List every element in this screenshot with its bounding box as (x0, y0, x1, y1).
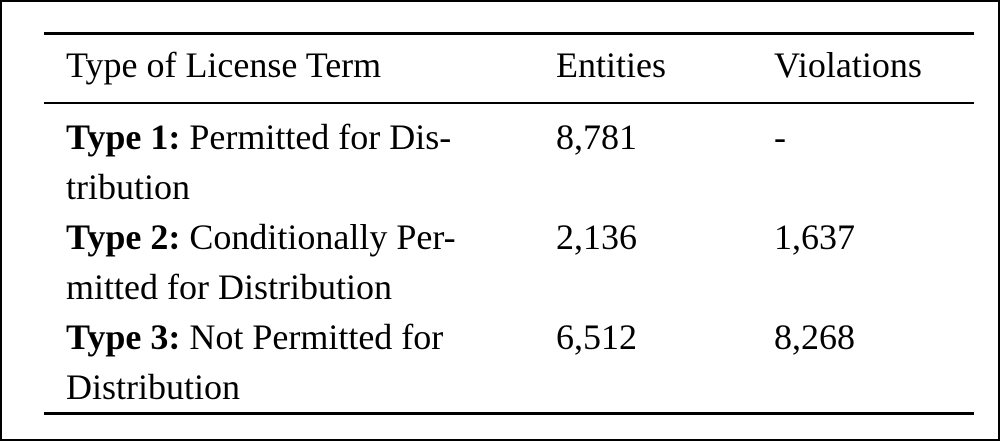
column-header-license-term: Type of License Term (44, 32, 556, 104)
header-row: Type of License Term Entities Violations (44, 32, 974, 104)
license-terms-table: Type of License Term Entities Violations… (44, 32, 974, 415)
term-cell: Type 2: Conditionally Per-mitted for Dist… (44, 212, 556, 312)
violations-cell: 8,268 (774, 312, 974, 415)
entities-cell: 2,136 (556, 217, 637, 257)
term-label: Type 2: (66, 217, 181, 257)
violations-cell: - (774, 117, 786, 157)
table-row-type-2: Type 2: Conditionally Per-mitted for Dist… (44, 212, 974, 312)
column-header-violations: Violations (774, 32, 974, 104)
term-line-2: Distribution (66, 367, 241, 407)
term-line-1: Conditionally Per- (189, 217, 456, 257)
term-cell: Type 3: Not Permitted for Distribution (44, 312, 556, 415)
entities-cell: 8,781 (556, 117, 637, 157)
column-header-entities: Entities (556, 32, 774, 104)
term-line-1: Not Permitted for (189, 317, 444, 357)
term-label: Type 3: (66, 317, 181, 357)
table-row-type-1: Type 1: Permitted for Dis-tribution 8,781… (44, 103, 974, 212)
term-label: Type 1: (66, 117, 181, 157)
violations-cell: 1,637 (774, 217, 855, 257)
table-row-type-3: Type 3: Not Permitted for Distribution 6,5… (44, 312, 974, 415)
term-line-1: Permitted for Dis- (189, 117, 452, 157)
entities-cell: 6,512 (556, 312, 774, 415)
term-line-2: tribution (66, 167, 190, 207)
term-cell: Type 1: Permitted for Dis-tribution (44, 103, 556, 212)
license-table-wrap: Type of License Term Entities Violations… (44, 32, 974, 415)
term-line-2: mitted for Distribution (66, 267, 392, 307)
